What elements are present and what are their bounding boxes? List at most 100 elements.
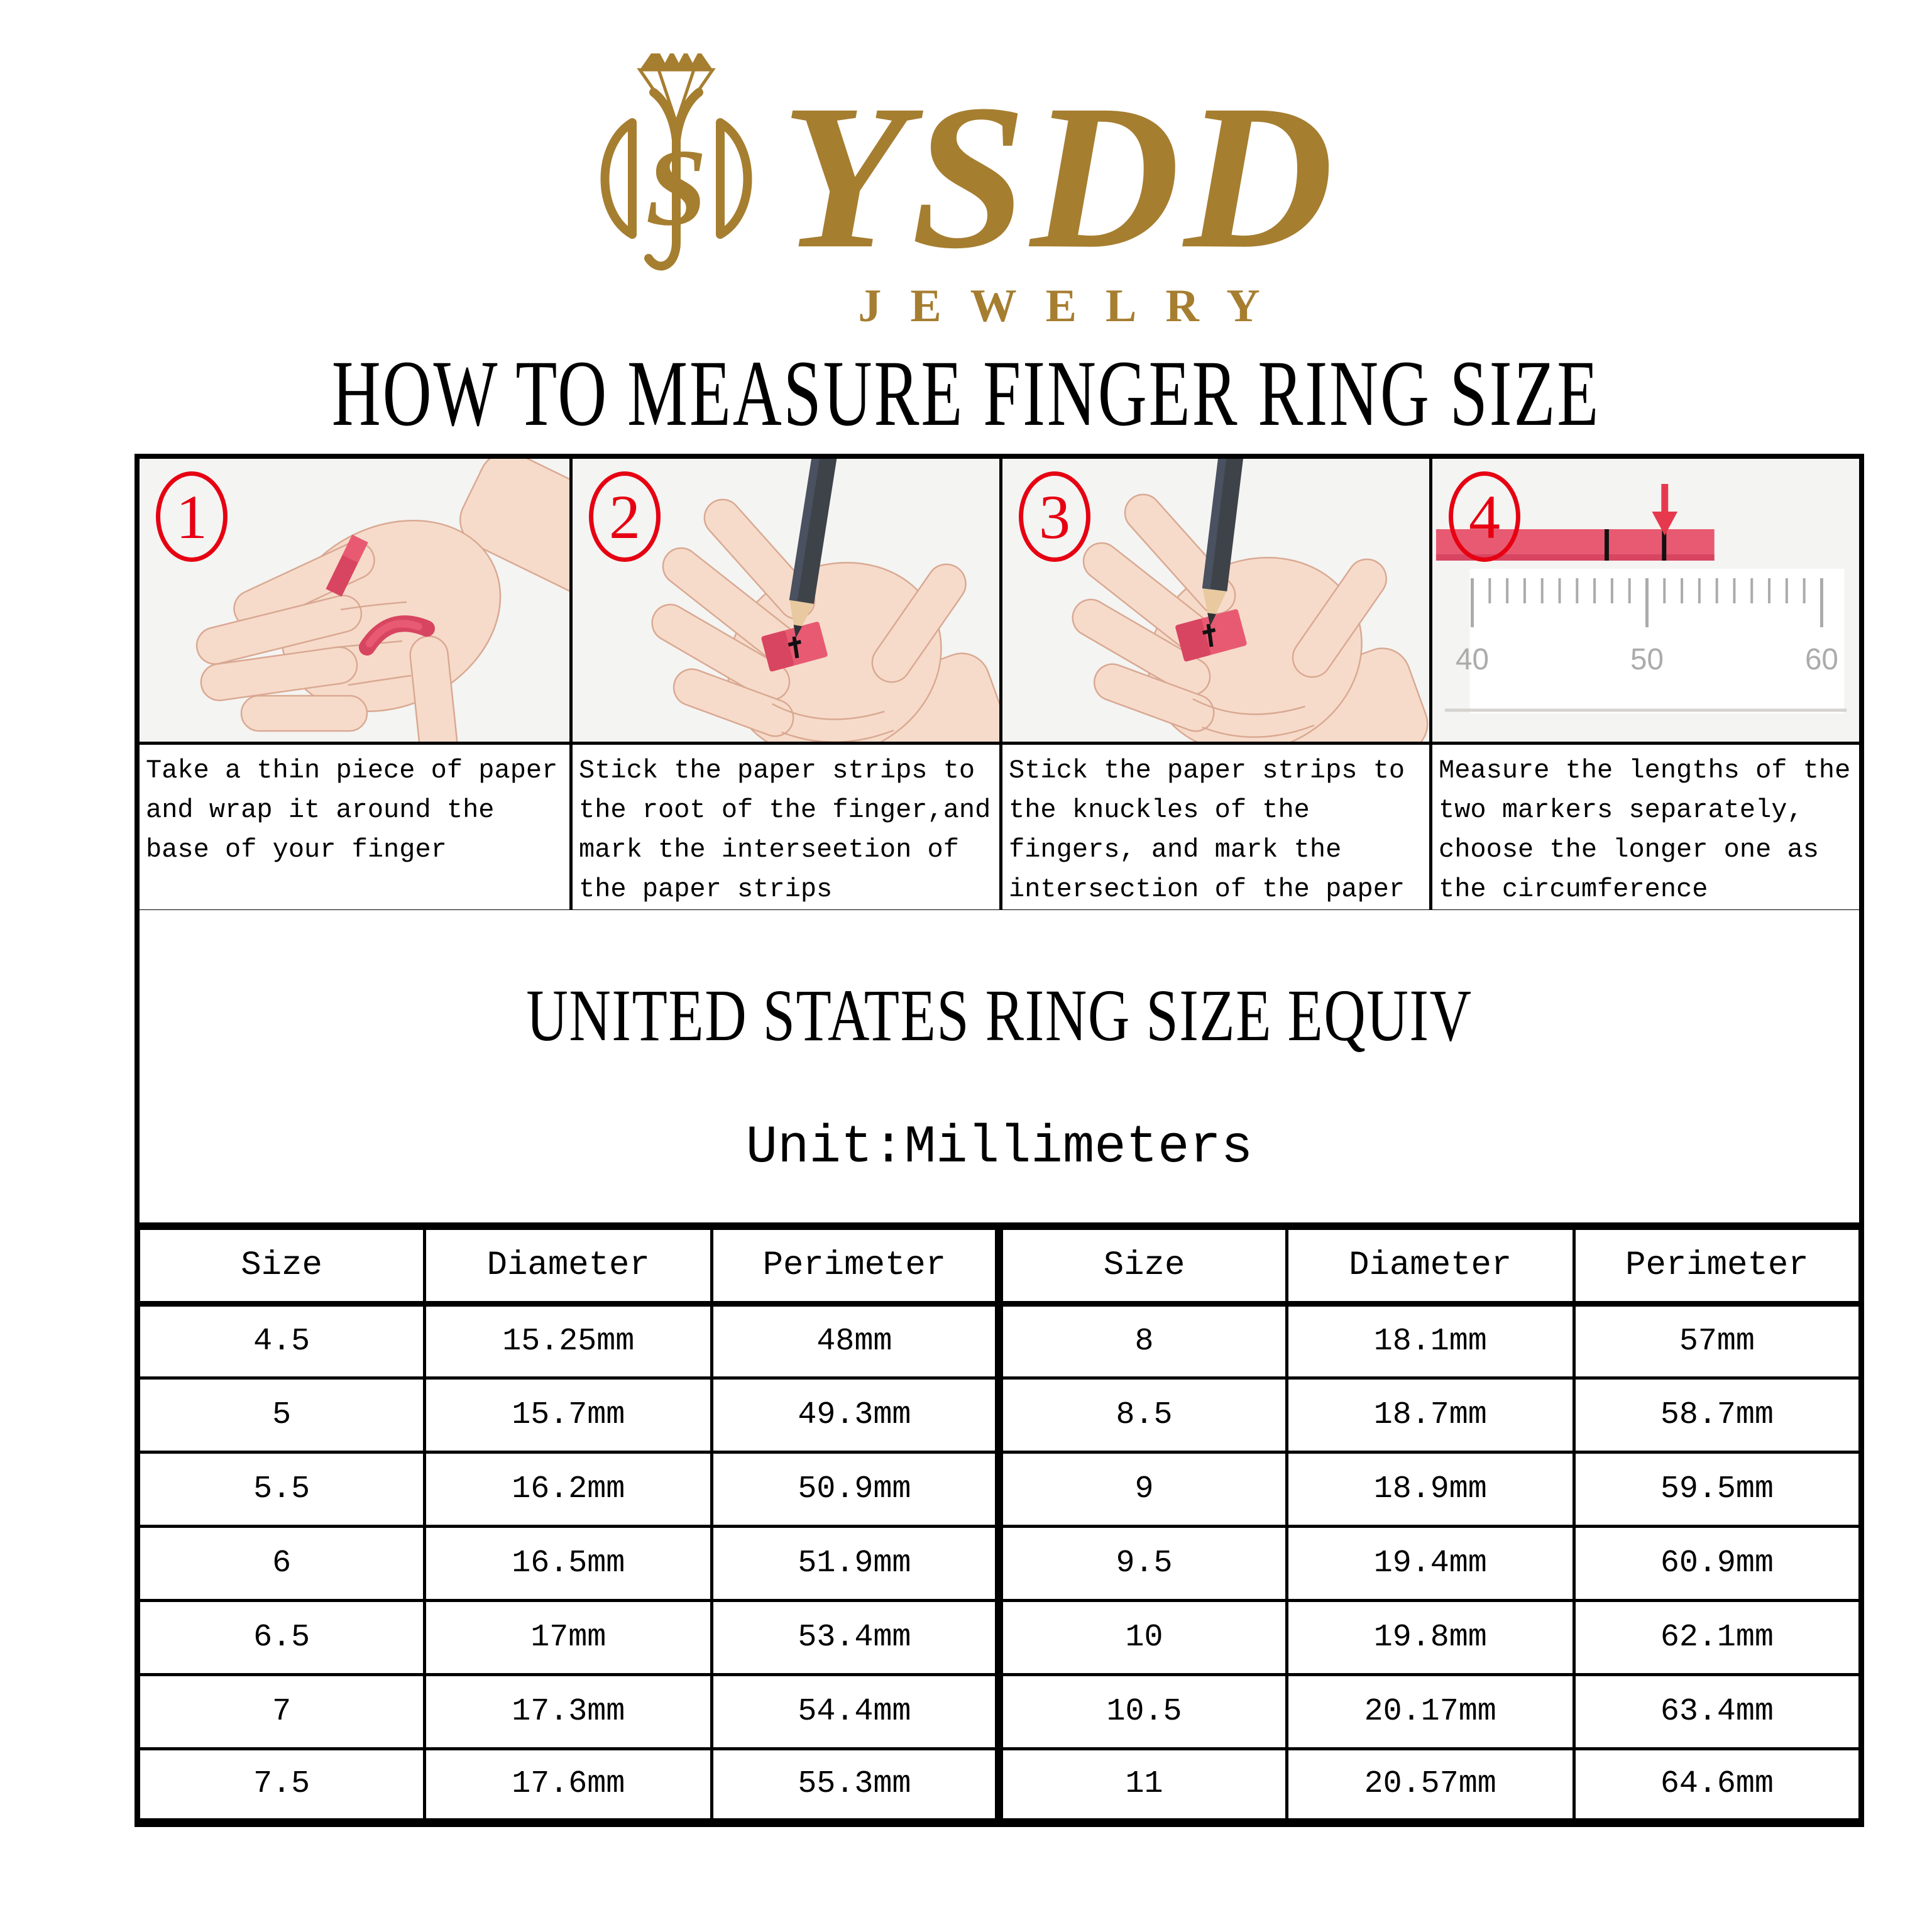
table-cell: 60.9mm	[1572, 1524, 1863, 1602]
table-cell: 48mm	[710, 1302, 1001, 1380]
table-cell: 18.1mm	[1285, 1302, 1576, 1380]
table-cell: 62.1mm	[1572, 1598, 1863, 1676]
step-panel-3: 3 Stick the paper strips to the knuckles…	[999, 459, 1429, 909]
hand-back-illustration-icon	[195, 459, 569, 742]
table-cell: 20.17mm	[1285, 1672, 1576, 1750]
column-header-diameter: Diameter	[1285, 1224, 1576, 1307]
size-equiv-section: UNITED STATES RING SIZE EQUIV Unit:Milli…	[134, 910, 1864, 1222]
arrow-down-icon	[1652, 484, 1678, 535]
table-cell: 5	[135, 1376, 427, 1454]
step-number-badge: 1	[156, 471, 228, 562]
ruler-label-60: 60	[1805, 643, 1838, 676]
step-number-badge: 4	[1449, 471, 1520, 562]
table-cell: 53.4mm	[710, 1598, 1001, 1676]
step-1-illustration	[140, 459, 569, 745]
table-cell: 10	[995, 1598, 1288, 1676]
step-caption: Stick the paper strips to the root of th…	[573, 745, 999, 909]
brand-name: YSDD	[781, 62, 1337, 292]
table-cell: 18.9mm	[1285, 1450, 1576, 1528]
table-cell: 15.25mm	[423, 1302, 714, 1380]
page-title: HOW TO MEASURE FINGER RING SIZE	[331, 341, 1601, 446]
step-number-badge: 2	[589, 471, 661, 562]
step-4-illustration: 40 50 60	[1432, 459, 1859, 745]
brand-monogram-icon: S	[600, 53, 752, 271]
table-header-row: Size Diameter Perimeter Size Diameter Pe…	[135, 1224, 1863, 1307]
hand-pencil-illustration-icon	[1065, 459, 1429, 742]
table-cell: 18.7mm	[1285, 1376, 1576, 1454]
ruler-label-40: 40	[1456, 643, 1489, 676]
size-equiv-heading: UNITED STATES RING SIZE EQUIV	[526, 974, 1473, 1057]
table-row: 4.5 15.25mm 48mm 8 18.1mm 57mm	[135, 1302, 1863, 1380]
table-cell: 7	[135, 1672, 427, 1750]
table-cell: 51.9mm	[710, 1524, 1001, 1602]
table-cell: 5.5	[135, 1450, 427, 1528]
table-cell: 17.6mm	[423, 1747, 714, 1825]
step-caption: Measure the lengths of the two markers s…	[1432, 745, 1859, 909]
table-cell: 64.6mm	[1572, 1747, 1863, 1825]
table-cell: 59.5mm	[1572, 1450, 1863, 1528]
table-cell: 6	[135, 1524, 427, 1602]
pencil-mark	[1202, 623, 1216, 647]
ruler-label-50: 50	[1630, 643, 1664, 676]
table-cell: 6.5	[135, 1598, 427, 1676]
step-number: 2	[609, 481, 640, 552]
hand-pencil-illustration-icon	[644, 459, 999, 742]
ring-size-table: Size Diameter Perimeter Size Diameter Pe…	[134, 1222, 1864, 1827]
table-cell: 15.7mm	[423, 1376, 714, 1454]
step-panel-1: 1 Take a thin piece of paper and wrap it…	[140, 459, 569, 909]
table-cell: 17.3mm	[423, 1672, 714, 1750]
column-header-size: Size	[135, 1224, 427, 1307]
step-caption: Stick the paper strips to the knuckles o…	[1002, 745, 1429, 909]
table-cell: 57mm	[1572, 1302, 1863, 1380]
table-cell: 55.3mm	[710, 1747, 1001, 1825]
table-cell: 20.57mm	[1285, 1747, 1576, 1825]
table-row: 5.5 16.2mm 50.9mm 9 18.9mm 59.5mm	[135, 1450, 1863, 1528]
table-cell: 11	[995, 1747, 1288, 1825]
table-row: 6 16.5mm 51.9mm 9.5 19.4mm 60.9mm	[135, 1524, 1863, 1602]
table-cell: 54.4mm	[710, 1672, 1001, 1750]
table-cell: 16.5mm	[423, 1524, 714, 1602]
step-number: 4	[1469, 481, 1500, 552]
table-cell: 9	[995, 1450, 1288, 1528]
step-panel-2: 2 Stick the paper strips to the root of …	[569, 459, 999, 909]
column-header-perimeter: Perimeter	[1572, 1224, 1863, 1307]
table-cell: 8.5	[995, 1376, 1288, 1454]
table-row: 6.5 17mm 53.4mm 10 19.8mm 62.1mm	[135, 1598, 1863, 1676]
table-cell: 8	[995, 1302, 1288, 1380]
table-row: 7.5 17.6mm 55.3mm 11 20.57mm 64.6mm	[135, 1747, 1863, 1825]
table-cell: 49.3mm	[710, 1376, 1001, 1454]
brand-text: YSDD JEWELRY	[781, 35, 1337, 333]
column-header-diameter: Diameter	[423, 1224, 714, 1307]
table-cell: 9.5	[995, 1524, 1288, 1602]
table-cell: 4.5	[135, 1302, 427, 1380]
column-header-size: Size	[995, 1224, 1288, 1307]
table-cell: 19.4mm	[1285, 1524, 1576, 1602]
step-number: 3	[1039, 481, 1070, 552]
strip-mark-1	[1604, 529, 1609, 561]
brand-logo: S YSDD JEWELRY	[0, 35, 1932, 333]
table-cell: 7.5	[135, 1747, 427, 1825]
step-panel-4: 40 50 60 4 Measure the lengths of the tw…	[1429, 459, 1859, 909]
strip-mark-2	[1662, 529, 1667, 561]
table-cell: 58.7mm	[1572, 1376, 1863, 1454]
table-cell: 63.4mm	[1572, 1672, 1863, 1750]
step-caption: Take a thin piece of paper and wrap it a…	[140, 745, 569, 909]
monogram-letter: S	[645, 126, 706, 248]
ruler-ticks	[1471, 578, 1823, 627]
table-cell: 19.8mm	[1285, 1598, 1576, 1676]
unit-label: Unit:Millimeters	[745, 1118, 1253, 1178]
steps-frame: 1 Take a thin piece of paper and wrap it…	[134, 454, 1864, 910]
table-row: 7 17.3mm 54.4mm 10.5 20.17mm 63.4mm	[135, 1672, 1863, 1750]
column-header-perimeter: Perimeter	[710, 1224, 1001, 1307]
table-row: 5 15.7mm 49.3mm 8.5 18.7mm 58.7mm	[135, 1376, 1863, 1454]
brand-subtitle: JEWELRY	[858, 280, 1289, 332]
ruler-illustration-icon: 40 50 60	[1435, 484, 1847, 713]
table-cell: 17mm	[423, 1598, 714, 1676]
step-number-badge: 3	[1019, 471, 1090, 562]
step-number: 1	[176, 481, 207, 552]
table-cell: 10.5	[995, 1672, 1288, 1750]
pencil-mark	[788, 636, 802, 659]
paper-strip-band	[326, 534, 368, 597]
table-cell: 16.2mm	[423, 1450, 714, 1528]
